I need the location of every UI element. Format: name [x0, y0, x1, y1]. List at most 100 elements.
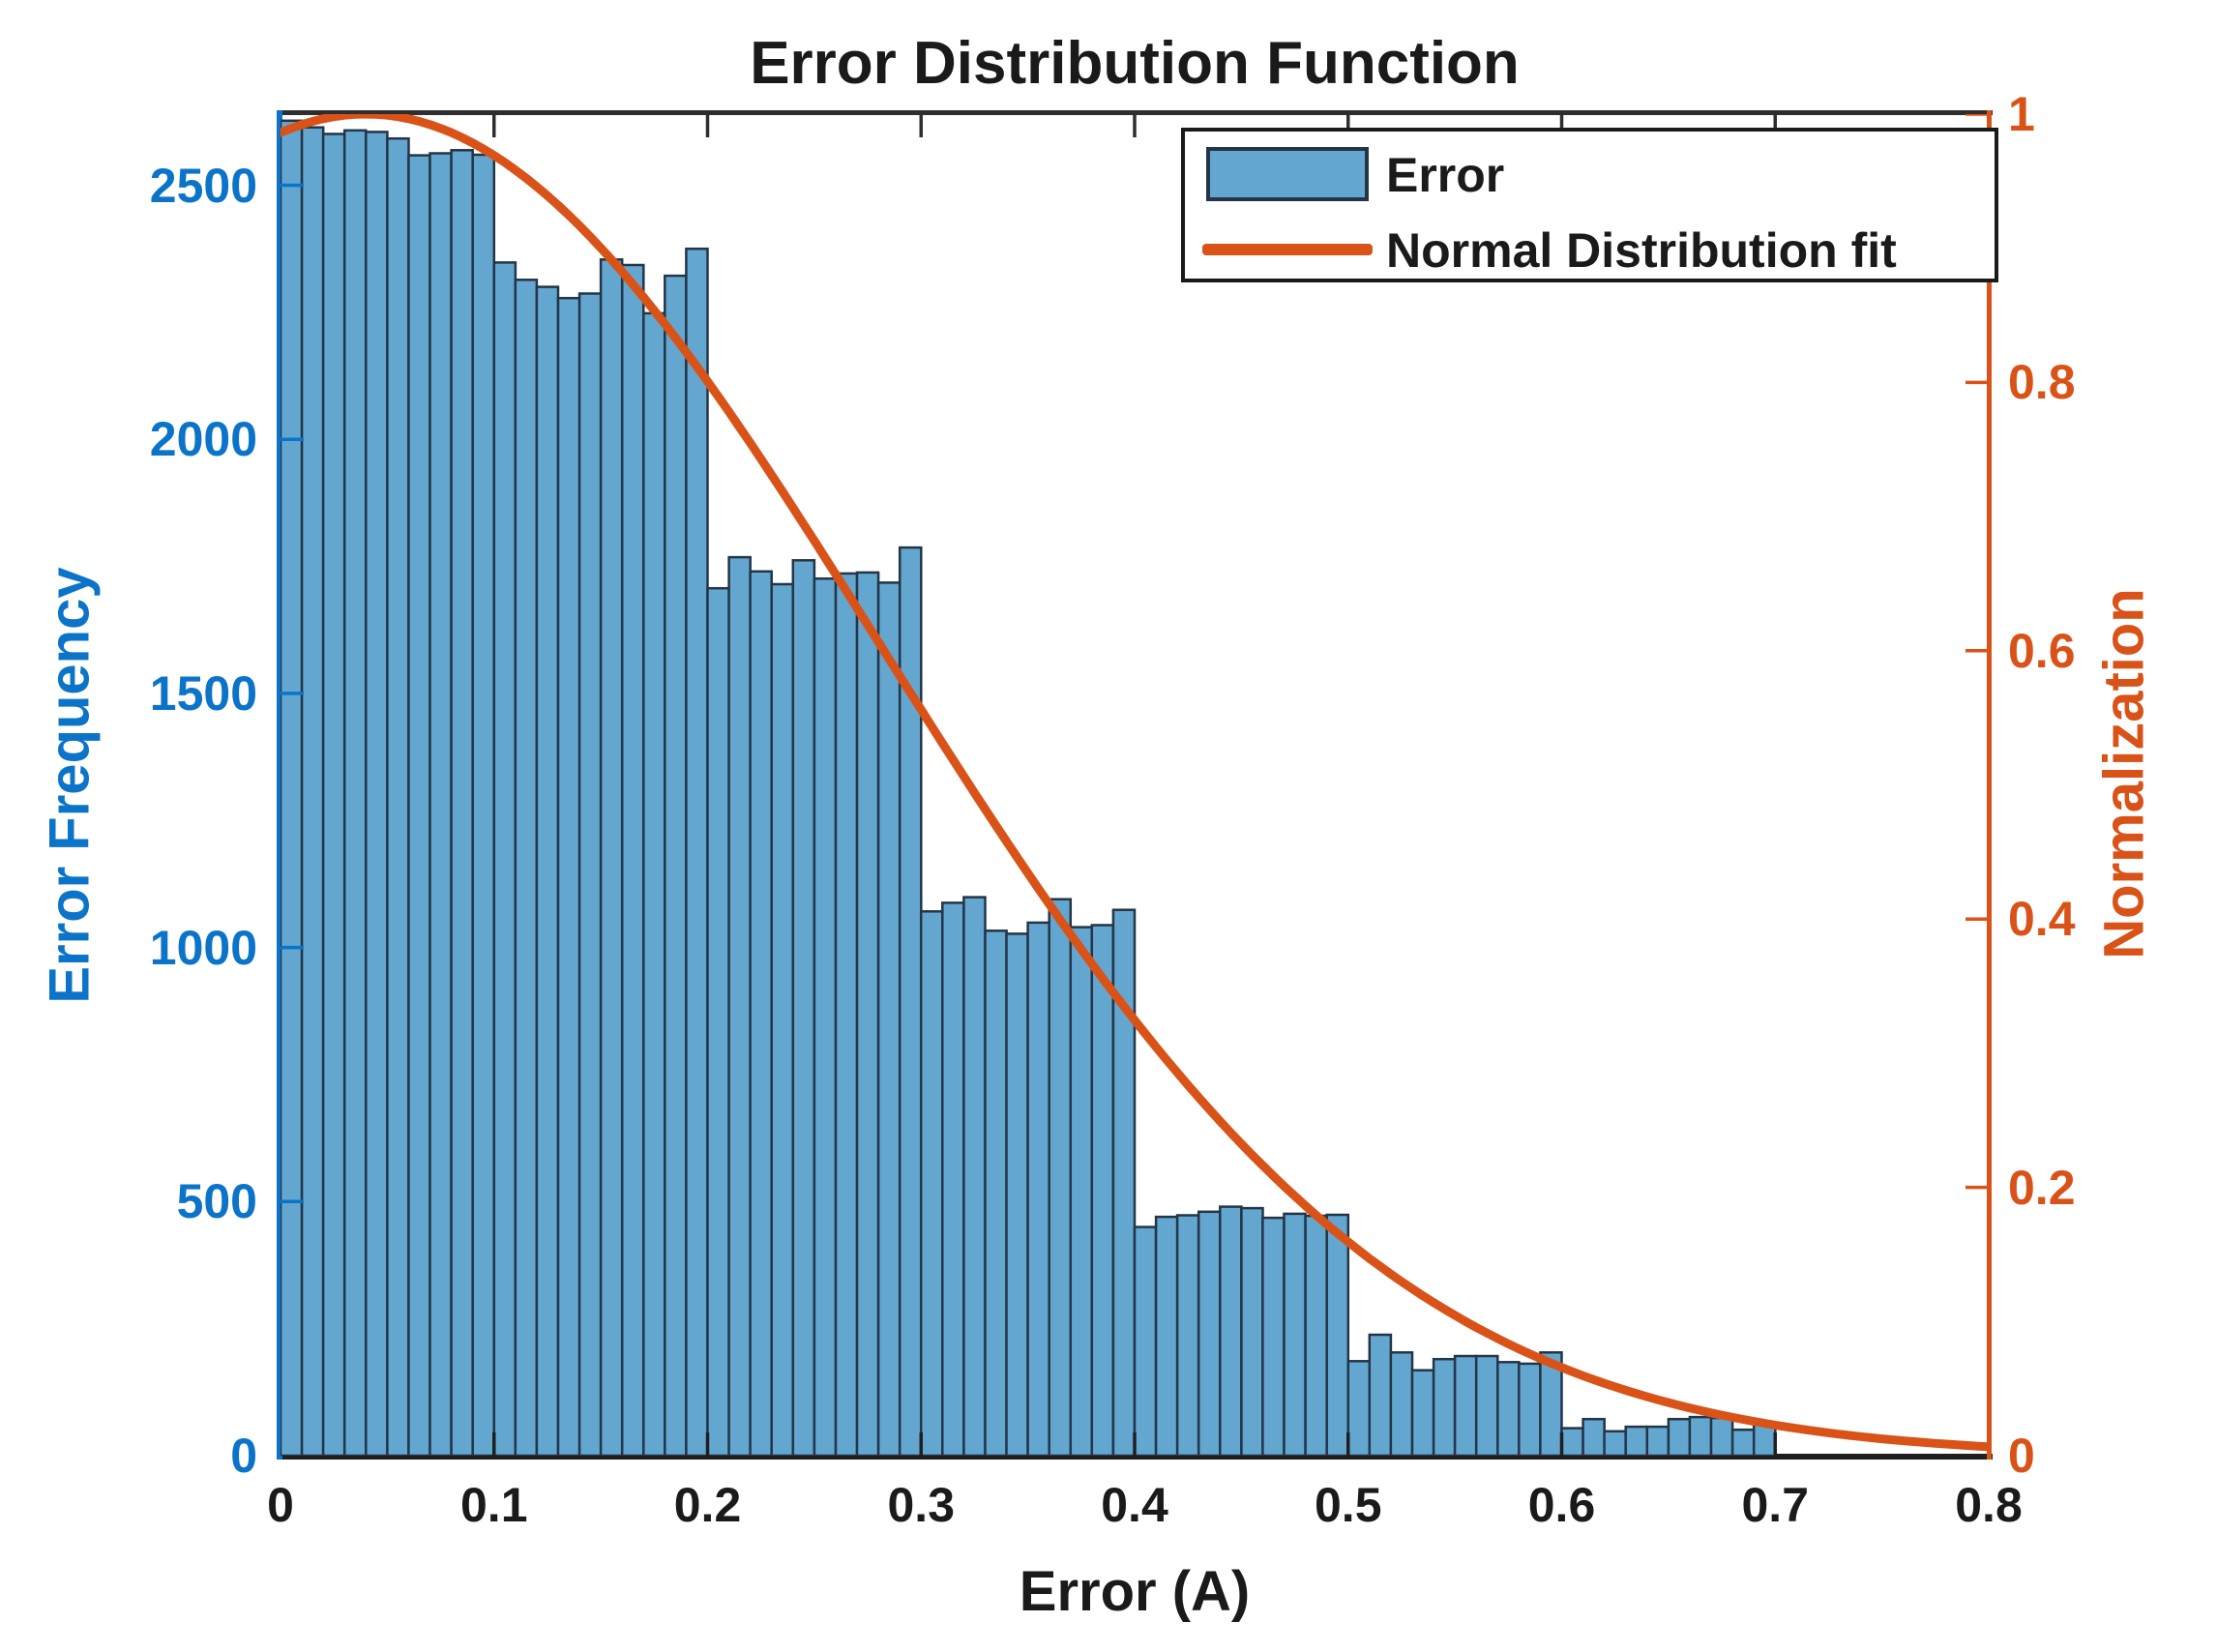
histogram-bar [1005, 932, 1029, 1458]
histogram-bar [1197, 1210, 1222, 1458]
plot-top-spine [279, 110, 1993, 115]
histogram-bar [1688, 1415, 1713, 1458]
histogram-bar [1518, 1362, 1542, 1458]
histogram-bar [1730, 1428, 1756, 1458]
histogram-bar [642, 311, 666, 1458]
histogram-bar [962, 896, 987, 1458]
histogram-bar [1410, 1369, 1435, 1458]
histogram-bar [984, 929, 1008, 1458]
histogram-bar [1219, 1205, 1243, 1458]
histogram-bar [1496, 1361, 1521, 1458]
x-tick-label: 0.2 [673, 1478, 742, 1532]
histogram-bar [941, 901, 965, 1458]
legend-entry-error: Error [1185, 141, 1995, 209]
histogram-bar [577, 292, 603, 1458]
histogram-bar [1581, 1417, 1606, 1458]
histogram-bar [1474, 1354, 1499, 1458]
histogram-bar [919, 910, 944, 1458]
right-y-tick-label: 0.8 [2008, 355, 2076, 410]
histogram-bar [620, 263, 645, 1458]
histogram-bar [386, 136, 410, 1458]
x-axis-label: Error (A) [1019, 1560, 1251, 1623]
x-tick-label: 0.7 [1741, 1478, 1810, 1532]
histogram-bar [1069, 926, 1094, 1458]
histogram-bar [834, 572, 859, 1458]
left-y-tick-label: 0 [230, 1429, 257, 1483]
x-tick-label: 0.1 [459, 1478, 528, 1532]
histogram-bar [450, 149, 474, 1458]
x-tick-label: 0.6 [1527, 1478, 1596, 1532]
x-tick-label: 0 [267, 1478, 294, 1532]
x-tick-label: 0.5 [1314, 1478, 1382, 1532]
left-y-tick-label: 2500 [149, 158, 257, 213]
error-histogram-swatch [1206, 147, 1369, 201]
histogram-bar [535, 285, 560, 1458]
histogram-bar [1175, 1214, 1200, 1458]
histogram-bar [342, 129, 368, 1458]
left-y-tick-label: 500 [176, 1174, 257, 1229]
histogram-bar [727, 555, 752, 1458]
right-y-tick-label: 0 [2008, 1429, 2035, 1483]
right-y-tick-label: 0.4 [2008, 892, 2076, 947]
left-y-tick-label: 2000 [149, 412, 257, 467]
histogram-bar [1667, 1417, 1692, 1458]
normal-fit-line-swatch [1202, 244, 1373, 255]
histogram-bar [514, 279, 539, 1458]
histogram-bar [1090, 924, 1115, 1458]
right-y-tick-label: 0.2 [2008, 1160, 2076, 1215]
histogram-bar [492, 261, 517, 1458]
histogram-bar [599, 258, 624, 1458]
histogram-bar [1560, 1427, 1584, 1458]
histogram-bar [855, 571, 880, 1458]
histogram-bar [685, 247, 709, 1458]
histogram-bar [407, 154, 431, 1458]
histogram-bar [429, 152, 453, 1458]
histogram-bar [1346, 1360, 1372, 1458]
histogram-bar [1261, 1216, 1286, 1458]
histogram-bar [1389, 1351, 1414, 1458]
right-y-tick-label: 1 [2008, 87, 2035, 141]
histogram-bar [749, 570, 773, 1458]
histogram-bar [706, 586, 730, 1458]
x-tick-label: 0.4 [1101, 1478, 1168, 1532]
histogram-bar [1154, 1215, 1179, 1458]
legend-label-normal-fit: Normal Distribution fit [1386, 223, 1897, 278]
right-y-axis-label: Normalization [2092, 588, 2156, 959]
histogram-bar [279, 119, 304, 1458]
chart-title: Error Distribution Function [750, 30, 1520, 97]
histogram-bar [770, 582, 795, 1458]
histogram-bar [1048, 898, 1073, 1458]
x-axis-line [279, 1454, 1993, 1460]
right-y-tick-label: 0.6 [2008, 623, 2076, 678]
legend-label-error: Error [1386, 148, 1505, 202]
histogram-bar [1432, 1357, 1457, 1458]
histogram-bar [300, 126, 325, 1458]
histogram-bar [1026, 921, 1050, 1458]
histogram-bar [791, 559, 816, 1458]
histogram-bar [1240, 1206, 1264, 1458]
histogram-bar [321, 133, 346, 1458]
plot-area [276, 109, 1994, 1458]
right-y-axis-line [1987, 110, 1992, 1460]
histogram-bar [813, 576, 838, 1458]
histogram-and-fit-canvas [276, 109, 1994, 1458]
histogram-bar [876, 581, 902, 1458]
histogram-bar [556, 296, 581, 1458]
histogram-bar [1368, 1333, 1393, 1458]
left-y-tick-label: 1000 [149, 920, 257, 975]
x-tick-label: 0.8 [1955, 1478, 2023, 1532]
histogram-bar [471, 153, 496, 1458]
histogram-bar [1325, 1213, 1350, 1458]
histogram-bar [1453, 1354, 1478, 1458]
normal-fit-curve [276, 109, 1994, 1452]
histogram-bar [1603, 1430, 1627, 1458]
histogram-bar [1304, 1214, 1328, 1458]
histogram-bar [1133, 1225, 1158, 1458]
histogram-bar [1645, 1425, 1670, 1458]
left-y-axis-line [277, 110, 282, 1460]
histogram-bar [1624, 1425, 1649, 1458]
histogram-bar [365, 131, 389, 1458]
legend-entry-normal-fit: Normal Distribution fit [1185, 217, 1995, 284]
x-tick-label: 0.3 [887, 1478, 956, 1532]
